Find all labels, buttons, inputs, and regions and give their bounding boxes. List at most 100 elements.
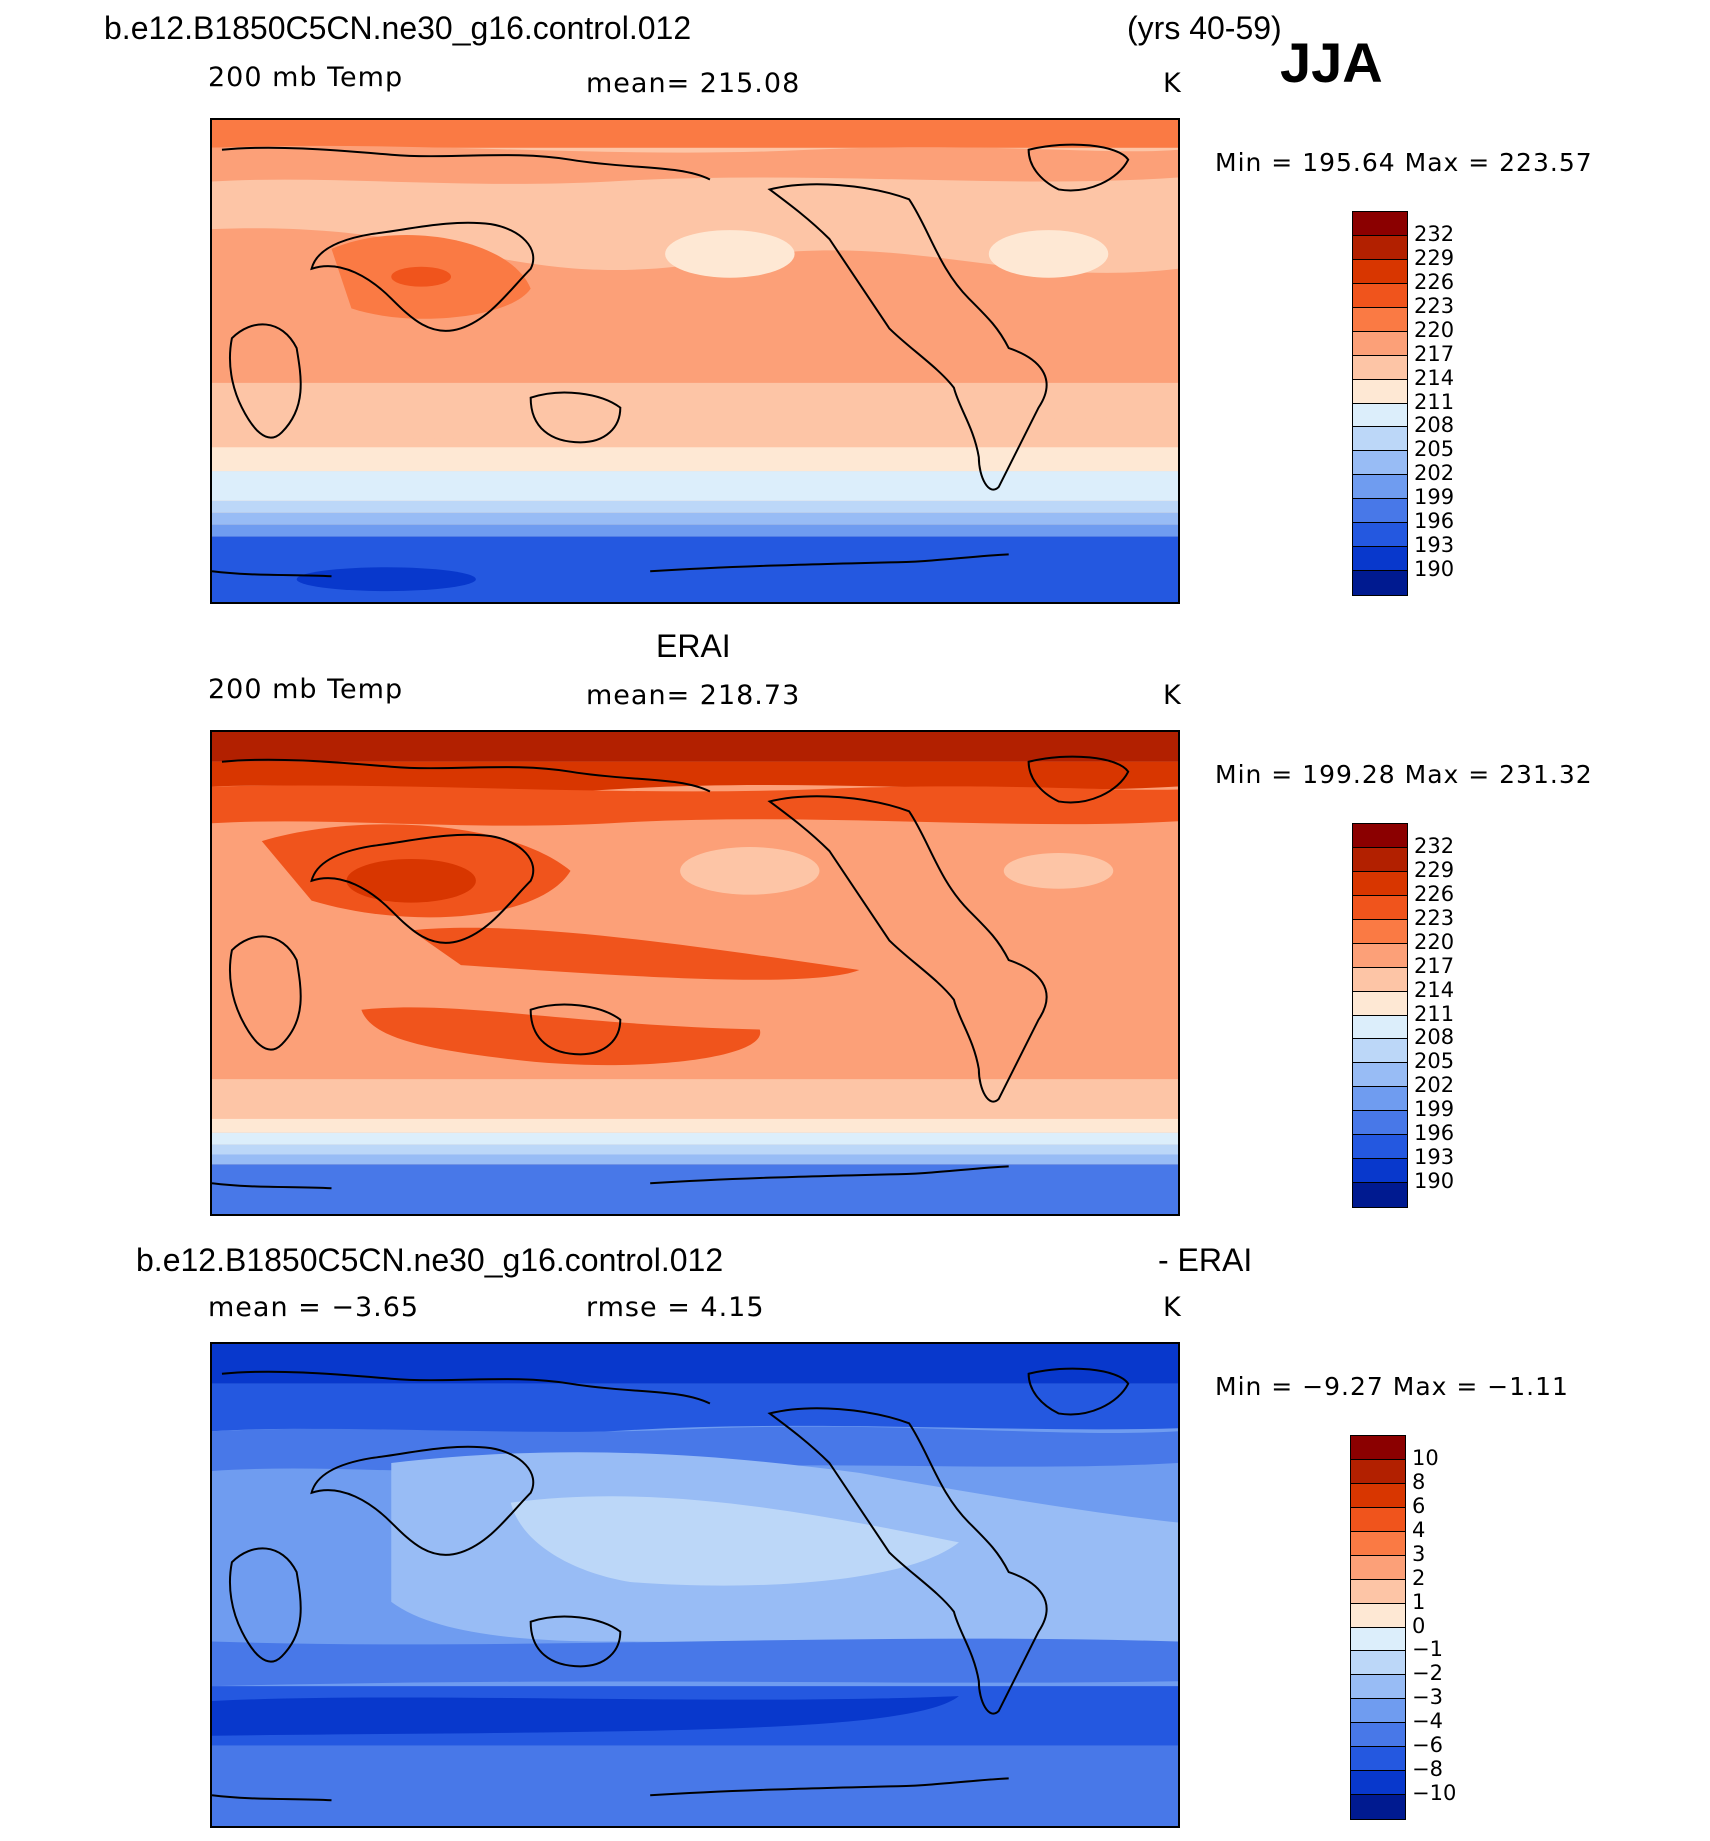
colorbar-label: 1 <box>1412 1589 1426 1614</box>
colorbar-label: 4 <box>1412 1517 1426 1542</box>
colorbar-swatch <box>1353 403 1407 428</box>
colorbar-label: 199 <box>1414 1097 1455 1122</box>
colorbar-swatch <box>1353 991 1407 1016</box>
colorbar-swatch <box>1353 1015 1407 1040</box>
colorbar-label: 223 <box>1414 293 1455 318</box>
panel-obs-mean: mean= 218.73 <box>586 680 801 711</box>
panel-model-mean: mean= 215.08 <box>586 68 801 99</box>
colorbar-label: 229 <box>1414 245 1455 270</box>
colorbar-swatch <box>1351 1436 1405 1460</box>
colorbar-swatch <box>1351 1795 1405 1819</box>
colorbar-swatch <box>1353 547 1407 572</box>
panel-model-field: 200 mb Temp <box>208 62 404 93</box>
panel-diff-title-suffix: - ERAI <box>1158 1242 1253 1278</box>
colorbar-swatch <box>1353 1159 1407 1184</box>
colorbar-swatch <box>1351 1555 1405 1580</box>
case-title: b.e12.B1850C5CN.ne30_g16.control.012 <box>104 10 692 46</box>
colorbar-swatch <box>1353 259 1407 284</box>
colorbar-swatch <box>1353 847 1407 872</box>
colorbar-label: 211 <box>1414 1001 1455 1026</box>
panel-diff-colorbar <box>1350 1435 1406 1820</box>
colorbar-swatch <box>1353 895 1407 920</box>
panel-model-minmax: Min = 195.64 Max = 223.57 <box>1215 148 1593 177</box>
colorbar-swatch <box>1353 235 1407 260</box>
colorbar-label: 199 <box>1414 485 1455 510</box>
colorbar-label: 193 <box>1414 1145 1455 1170</box>
colorbar-label: 217 <box>1414 953 1455 978</box>
colorbar-label: −4 <box>1412 1709 1443 1734</box>
panel-obs-field: 200 mb Temp <box>208 674 404 705</box>
colorbar-swatch <box>1353 1111 1407 1136</box>
colorbar-swatch <box>1353 475 1407 500</box>
colorbar-label: 196 <box>1414 509 1455 534</box>
panel-obs-map <box>210 730 1180 1216</box>
panel-obs-minmax: Min = 199.28 Max = 231.32 <box>1215 760 1593 789</box>
colorbar-label: 190 <box>1414 1169 1455 1194</box>
panel-model-colorbar <box>1352 211 1408 596</box>
colorbar-swatch <box>1351 1579 1405 1604</box>
panel-diff-mean: mean = −3.65 <box>208 1292 420 1323</box>
colorbar-label: 196 <box>1414 1121 1455 1146</box>
colorbar-label: 214 <box>1414 365 1455 390</box>
colorbar-label: −2 <box>1412 1661 1443 1686</box>
colorbar-label: 220 <box>1414 317 1455 342</box>
colorbar-swatch <box>1351 1675 1405 1700</box>
colorbar-swatch <box>1353 523 1407 548</box>
colorbar-swatch <box>1353 824 1407 848</box>
colorbar-swatch <box>1351 1459 1405 1484</box>
colorbar-swatch <box>1353 1039 1407 1064</box>
colorbar-swatch <box>1353 331 1407 356</box>
colorbar-label: 3 <box>1412 1541 1426 1566</box>
colorbar-label: 220 <box>1414 929 1455 954</box>
colorbar-swatch <box>1353 307 1407 332</box>
colorbar-label: 226 <box>1414 269 1455 294</box>
colorbar-swatch <box>1351 1483 1405 1508</box>
colorbar-swatch <box>1353 379 1407 404</box>
colorbar-swatch <box>1351 1771 1405 1796</box>
colorbar-label: 211 <box>1414 389 1455 414</box>
colorbar-label: 208 <box>1414 1025 1455 1050</box>
colorbar-label: 8 <box>1412 1469 1426 1494</box>
colorbar-label: 202 <box>1414 461 1455 486</box>
colorbar-swatch <box>1351 1603 1405 1628</box>
panel-diff-title: b.e12.B1850C5CN.ne30_g16.control.012 <box>136 1242 724 1278</box>
colorbar-swatch <box>1353 283 1407 308</box>
season-label: JJA <box>1280 31 1383 94</box>
colorbar-label: 10 <box>1412 1445 1439 1470</box>
colorbar-label: 232 <box>1414 833 1455 858</box>
colorbar-swatch <box>1353 499 1407 524</box>
years-label: (yrs 40-59) <box>1127 10 1282 46</box>
colorbar-swatch <box>1353 1135 1407 1160</box>
colorbar-label: 223 <box>1414 905 1455 930</box>
colorbar-label: 6 <box>1412 1493 1426 1518</box>
colorbar-label: 214 <box>1414 977 1455 1002</box>
colorbar-label: −3 <box>1412 1685 1443 1710</box>
colorbar-label: 190 <box>1414 557 1455 582</box>
colorbar-label: 205 <box>1414 437 1455 462</box>
colorbar-swatch <box>1353 427 1407 452</box>
colorbar-swatch <box>1353 212 1407 236</box>
colorbar-label: 232 <box>1414 221 1455 246</box>
colorbar-swatch <box>1351 1723 1405 1748</box>
colorbar-swatch <box>1351 1507 1405 1532</box>
colorbar-swatch <box>1353 571 1407 595</box>
panel-diff-rmse: rmse = 4.15 <box>586 1292 765 1323</box>
colorbar-swatch <box>1353 1087 1407 1112</box>
colorbar-swatch <box>1351 1747 1405 1772</box>
panel-diff-map <box>210 1342 1180 1828</box>
colorbar-label: 208 <box>1414 413 1455 438</box>
colorbar-label: 205 <box>1414 1049 1455 1074</box>
colorbar-label: 2 <box>1412 1565 1426 1590</box>
colorbar-swatch <box>1353 967 1407 992</box>
colorbar-label: 0 <box>1412 1613 1426 1638</box>
panel-model-units: K <box>1163 68 1182 99</box>
colorbar-label: 202 <box>1414 1073 1455 1098</box>
panel-obs-colorbar <box>1352 823 1408 1208</box>
colorbar-swatch <box>1351 1627 1405 1652</box>
colorbar-label: 217 <box>1414 341 1455 366</box>
colorbar-label: −6 <box>1412 1733 1443 1758</box>
colorbar-swatch <box>1353 943 1407 968</box>
colorbar-swatch <box>1353 1063 1407 1088</box>
colorbar-label: 226 <box>1414 881 1455 906</box>
colorbar-swatch <box>1353 919 1407 944</box>
